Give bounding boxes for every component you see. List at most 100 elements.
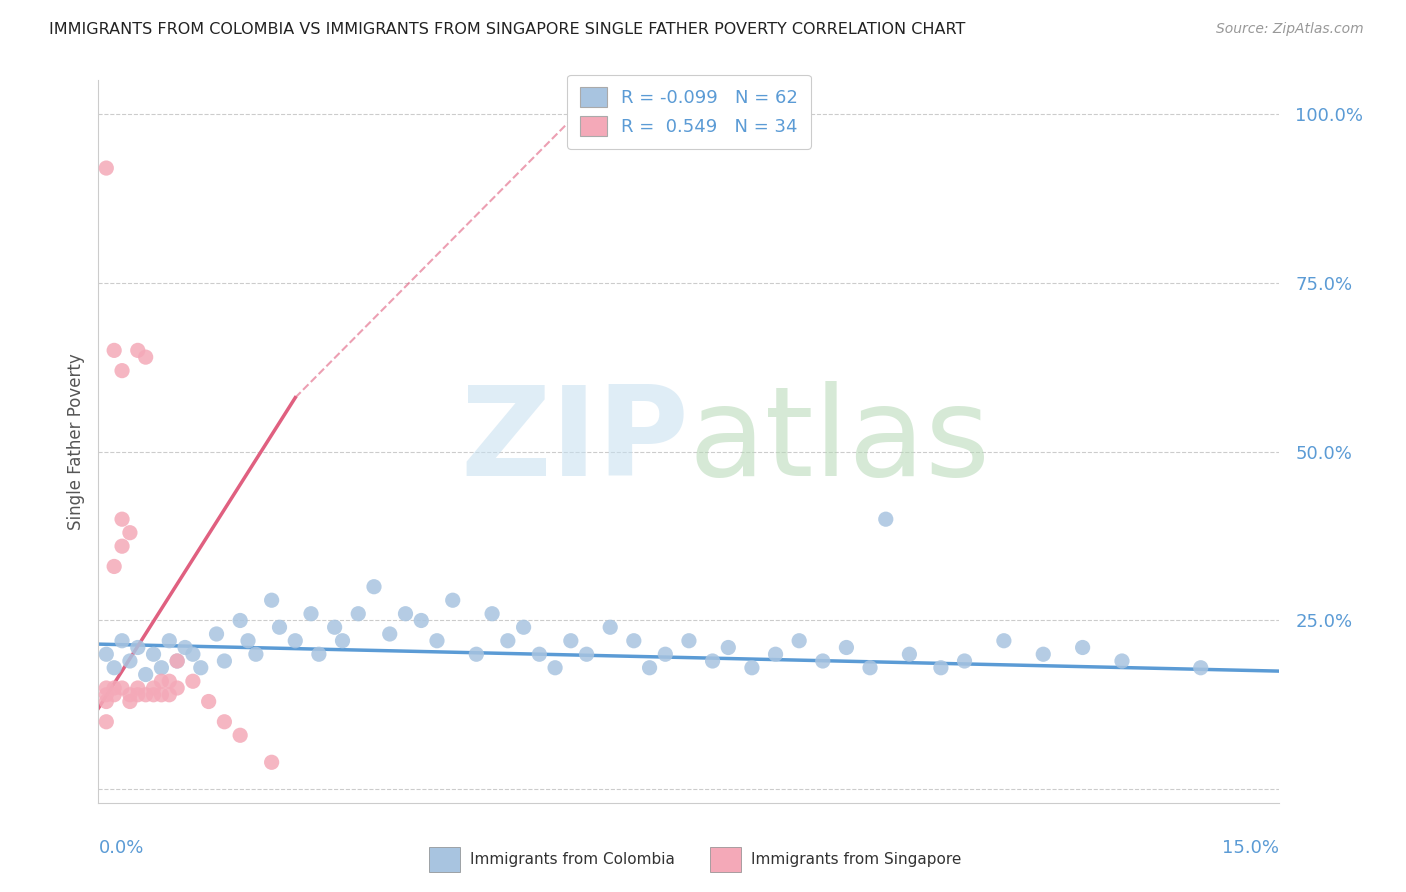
Point (702, 654, 724, 668)
Point (150, 674, 173, 689)
Text: atlas: atlas (689, 381, 991, 502)
Point (118, 654, 141, 668)
Point (103, 688, 125, 702)
Point (898, 647, 921, 661)
Y-axis label: Single Father Poverty: Single Father Poverty (66, 353, 84, 530)
Point (111, 539, 134, 553)
Text: 15.0%: 15.0% (1222, 838, 1279, 857)
Point (811, 654, 834, 668)
Point (96, 161, 118, 175)
Point (678, 633, 700, 648)
Point (166, 681, 188, 695)
Point (299, 607, 322, 621)
Point (96, 694, 118, 708)
Point (332, 633, 354, 648)
Point (127, 688, 149, 702)
Point (953, 654, 976, 668)
Point (765, 647, 787, 661)
Point (1071, 640, 1094, 655)
Point (157, 674, 180, 689)
Point (135, 688, 157, 702)
Point (411, 614, 433, 628)
Point (929, 661, 952, 675)
Point (181, 674, 204, 689)
Point (111, 512, 134, 526)
Point (157, 688, 180, 702)
Point (875, 512, 897, 526)
Point (103, 343, 125, 358)
Point (245, 647, 267, 661)
Text: IMMIGRANTS FROM COLOMBIA VS IMMIGRANTS FROM SINGAPORE SINGLE FATHER POVERTY CORR: IMMIGRANTS FROM COLOMBIA VS IMMIGRANTS F… (49, 22, 966, 37)
Point (529, 647, 551, 661)
FancyBboxPatch shape (429, 847, 460, 872)
Point (197, 694, 219, 708)
Point (260, 593, 283, 607)
Point (481, 607, 503, 621)
Point (96, 714, 118, 729)
Point (150, 661, 173, 675)
Point (859, 661, 882, 675)
Point (741, 661, 763, 675)
Point (835, 640, 858, 655)
Point (142, 681, 165, 695)
Point (512, 620, 534, 634)
Point (269, 620, 291, 634)
Point (560, 633, 582, 648)
Point (205, 627, 228, 641)
Text: Immigrants from Colombia: Immigrants from Colombia (470, 853, 675, 867)
Text: 0.0%: 0.0% (98, 838, 143, 857)
Point (111, 681, 134, 695)
Point (166, 654, 188, 668)
Point (135, 350, 157, 364)
Point (717, 640, 740, 655)
Point (465, 647, 488, 661)
Point (142, 688, 165, 702)
Point (142, 647, 165, 661)
Point (236, 633, 259, 648)
Point (157, 633, 180, 648)
Point (623, 633, 645, 648)
Point (150, 688, 173, 702)
Point (103, 661, 125, 675)
Point (787, 633, 810, 648)
Point (347, 607, 370, 621)
Point (214, 714, 236, 729)
Point (190, 661, 212, 675)
Point (323, 620, 346, 634)
Point (174, 640, 197, 655)
Point (127, 681, 149, 695)
Point (181, 647, 204, 661)
Point (426, 633, 449, 648)
Point (111, 633, 134, 648)
Point (111, 364, 134, 378)
Point (118, 688, 141, 702)
Point (96, 681, 118, 695)
Point (638, 661, 661, 675)
Point (284, 633, 307, 648)
Point (103, 559, 125, 574)
Point (654, 647, 676, 661)
Text: Source: ZipAtlas.com: Source: ZipAtlas.com (1216, 22, 1364, 37)
Point (127, 640, 149, 655)
Point (127, 343, 149, 358)
Point (993, 633, 1015, 648)
Point (394, 607, 416, 621)
Point (229, 614, 252, 628)
Point (441, 593, 464, 607)
Point (1189, 661, 1212, 675)
Text: ZIP: ZIP (460, 381, 689, 502)
Point (378, 627, 401, 641)
Point (229, 728, 252, 742)
Text: Immigrants from Singapore: Immigrants from Singapore (751, 853, 962, 867)
Point (118, 694, 141, 708)
Point (363, 580, 385, 594)
Point (96, 647, 118, 661)
Point (260, 756, 283, 770)
Legend: R = -0.099   N = 62, R =  0.549   N = 34: R = -0.099 N = 62, R = 0.549 N = 34 (567, 75, 811, 149)
Point (1111, 654, 1133, 668)
Point (575, 647, 598, 661)
Point (1032, 647, 1054, 661)
Point (496, 633, 519, 648)
FancyBboxPatch shape (710, 847, 741, 872)
Point (599, 620, 621, 634)
